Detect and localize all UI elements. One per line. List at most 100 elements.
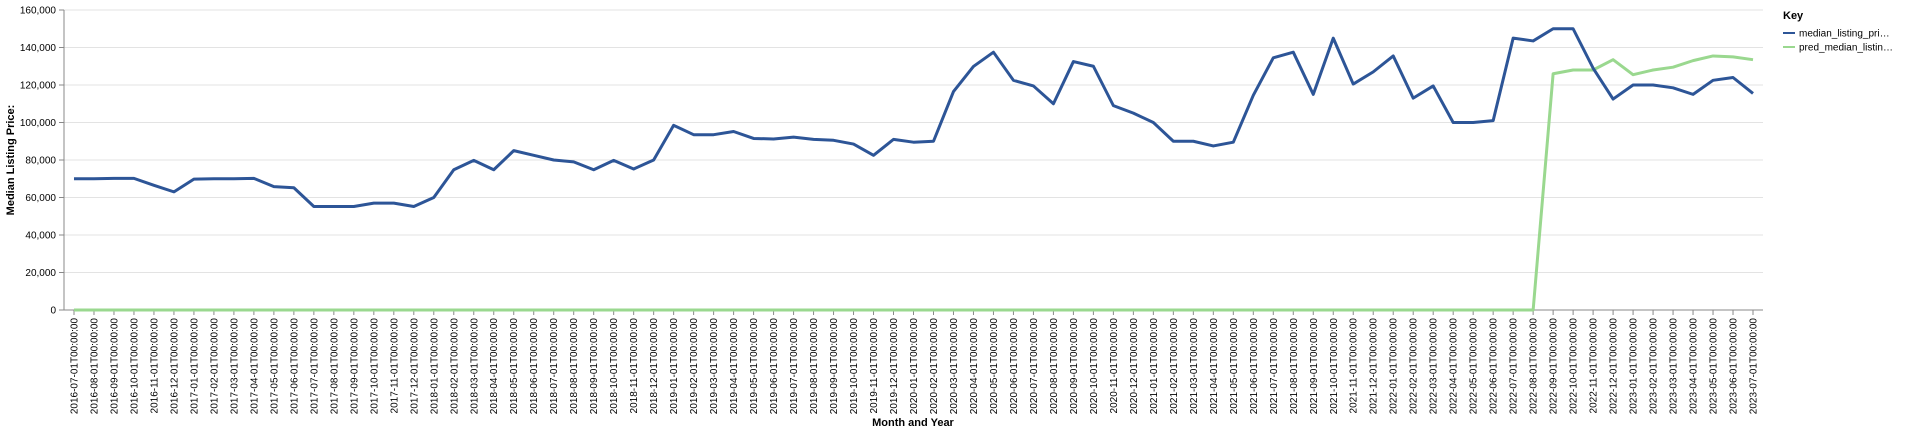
x-tick-label: 2018-07-01T00:00:00 [549, 318, 560, 415]
x-tick-label: 2023-07-01T00:00:00 [1749, 318, 1760, 415]
x-tick-label: 2016-07-01T00:00:00 [69, 318, 80, 415]
x-tick-label: 2020-06-01T00:00:00 [1009, 318, 1020, 415]
x-tick-label: 2017-01-01T00:00:00 [189, 318, 200, 415]
x-tick-label: 2021-09-01T00:00:00 [1309, 318, 1320, 415]
legend-title: Key [1783, 10, 1804, 22]
x-tick-label: 2022-07-01T00:00:00 [1509, 318, 1520, 415]
x-tick-label: 2020-12-01T00:00:00 [1129, 318, 1140, 415]
x-tick-label: 2017-10-01T00:00:00 [369, 318, 380, 415]
x-tick-label: 2017-04-01T00:00:00 [249, 318, 260, 415]
legend-label: median_listing_pri… [1799, 29, 1890, 40]
x-tick-label: 2020-09-01T00:00:00 [1069, 318, 1080, 415]
x-tick-label: 2019-09-01T00:00:00 [829, 318, 840, 415]
x-tick-label: 2023-02-01T00:00:00 [1649, 318, 1660, 415]
x-tick-label: 2021-08-01T00:00:00 [1289, 318, 1300, 415]
y-tick-label: 20,000 [25, 268, 56, 279]
x-tick-label: 2019-05-01T00:00:00 [749, 318, 760, 415]
x-tick-label: 2021-12-01T00:00:00 [1369, 318, 1380, 415]
y-tick-label: 160,000 [20, 6, 57, 17]
x-tick-label: 2017-08-01T00:00:00 [329, 318, 340, 415]
y-tick-label: 80,000 [25, 156, 56, 167]
x-tick-label: 2021-06-01T00:00:00 [1249, 318, 1260, 415]
x-tick-label: 2018-03-01T00:00:00 [469, 318, 480, 415]
x-tick-label: 2019-02-01T00:00:00 [689, 318, 700, 415]
x-tick-label: 2016-11-01T00:00:00 [149, 318, 160, 414]
x-tick-label: 2018-06-01T00:00:00 [529, 318, 540, 415]
x-tick-label: 2018-01-01T00:00:00 [429, 318, 440, 415]
x-tick-label: 2020-10-01T00:00:00 [1089, 318, 1100, 415]
y-tick-label: 100,000 [20, 118, 57, 129]
x-tick-label: 2020-07-01T00:00:00 [1029, 318, 1040, 415]
x-tick-label: 2019-04-01T00:00:00 [729, 318, 740, 415]
x-tick-label: 2021-11-01T00:00:00 [1349, 318, 1360, 414]
x-tick-label: 2020-04-01T00:00:00 [969, 318, 980, 415]
series-line [73, 27, 1754, 208]
x-tick-label: 2018-10-01T00:00:00 [609, 318, 620, 415]
x-tick-label: 2017-05-01T00:00:00 [269, 318, 280, 415]
x-tick-label: 2022-09-01T00:00:00 [1549, 318, 1560, 415]
x-tick-label: 2020-08-01T00:00:00 [1049, 318, 1060, 415]
x-tick-label: 2017-09-01T00:00:00 [349, 318, 360, 415]
x-tick-label: 2018-04-01T00:00:00 [489, 318, 500, 415]
y-tick-label: 60,000 [25, 193, 56, 204]
x-tick-label: 2023-06-01T00:00:00 [1729, 318, 1740, 415]
y-tick-label: 0 [50, 306, 56, 317]
x-tick-label: 2019-06-01T00:00:00 [769, 318, 780, 415]
x-axis-title: Month and Year [872, 417, 954, 429]
x-tick-label: 2023-04-01T00:00:00 [1689, 318, 1700, 415]
x-tick-label: 2018-05-01T00:00:00 [509, 318, 520, 415]
x-tick-label: 2022-11-01T00:00:00 [1589, 318, 1600, 414]
x-tick-label: 2018-02-01T00:00:00 [449, 318, 460, 415]
x-tick-label: 2020-01-01T00:00:00 [909, 318, 920, 415]
x-tick-label: 2021-02-01T00:00:00 [1169, 318, 1180, 415]
x-tick-label: 2021-03-01T00:00:00 [1189, 318, 1200, 415]
x-tick-label: 2023-01-01T00:00:00 [1629, 318, 1640, 415]
x-tick-label: 2021-07-01T00:00:00 [1269, 318, 1280, 415]
x-tick-label: 2022-01-01T00:00:00 [1389, 318, 1400, 415]
y-axis-title: Median Listing Price: [5, 105, 17, 216]
x-tick-label: 2022-04-01T00:00:00 [1449, 318, 1460, 415]
series-line [73, 54, 1754, 312]
x-tick-label: 2022-05-01T00:00:00 [1469, 318, 1480, 415]
x-tick-label: 2016-08-01T00:00:00 [89, 318, 100, 415]
x-tick-label: 2022-02-01T00:00:00 [1409, 318, 1420, 415]
x-tick-label: 2017-02-01T00:00:00 [209, 318, 220, 415]
x-tick-label: 2017-06-01T00:00:00 [289, 318, 300, 415]
x-tick-label: 2016-10-01T00:00:00 [129, 318, 140, 415]
x-tick-label: 2023-05-01T00:00:00 [1709, 318, 1720, 415]
x-tick-label: 2016-12-01T00:00:00 [169, 318, 180, 415]
x-tick-label: 2021-05-01T00:00:00 [1229, 318, 1240, 415]
x-tick-label: 2022-06-01T00:00:00 [1489, 318, 1500, 415]
x-tick-label: 2018-09-01T00:00:00 [589, 318, 600, 415]
x-tick-label: 2022-10-01T00:00:00 [1569, 318, 1580, 415]
x-tick-label: 2019-08-01T00:00:00 [809, 318, 820, 415]
x-tick-label: 2019-03-01T00:00:00 [709, 318, 720, 415]
y-tick-label: 40,000 [25, 231, 56, 242]
x-tick-label: 2022-08-01T00:00:00 [1529, 318, 1540, 415]
x-tick-label: 2022-12-01T00:00:00 [1609, 318, 1620, 415]
x-tick-label: 2018-11-01T00:00:00 [629, 318, 640, 414]
x-tick-label: 2019-07-01T00:00:00 [789, 318, 800, 415]
x-tick-label: 2021-10-01T00:00:00 [1329, 318, 1340, 415]
x-tick-label: 2023-03-01T00:00:00 [1669, 318, 1680, 415]
x-tick-label: 2017-03-01T00:00:00 [229, 318, 240, 415]
x-tick-label: 2022-03-01T00:00:00 [1429, 318, 1440, 415]
x-tick-label: 2019-12-01T00:00:00 [889, 318, 900, 415]
x-tick-label: 2020-11-01T00:00:00 [1109, 318, 1120, 414]
x-tick-label: 2021-01-01T00:00:00 [1149, 318, 1160, 415]
x-tick-label: 2020-05-01T00:00:00 [989, 318, 1000, 415]
y-tick-label: 140,000 [20, 43, 57, 54]
x-tick-label: 2018-12-01T00:00:00 [649, 318, 660, 415]
x-tick-label: 2021-04-01T00:00:00 [1209, 318, 1220, 415]
x-tick-label: 2017-07-01T00:00:00 [309, 318, 320, 415]
x-tick-label: 2017-11-01T00:00:00 [389, 318, 400, 414]
x-tick-label: 2018-08-01T00:00:00 [569, 318, 580, 415]
x-tick-label: 2019-11-01T00:00:00 [869, 318, 880, 414]
x-tick-label: 2019-01-01T00:00:00 [669, 318, 680, 415]
x-tick-label: 2017-12-01T00:00:00 [409, 318, 420, 415]
x-tick-label: 2016-09-01T00:00:00 [109, 318, 120, 415]
x-tick-label: 2020-02-01T00:00:00 [929, 318, 940, 415]
x-tick-label: 2019-10-01T00:00:00 [849, 318, 860, 415]
